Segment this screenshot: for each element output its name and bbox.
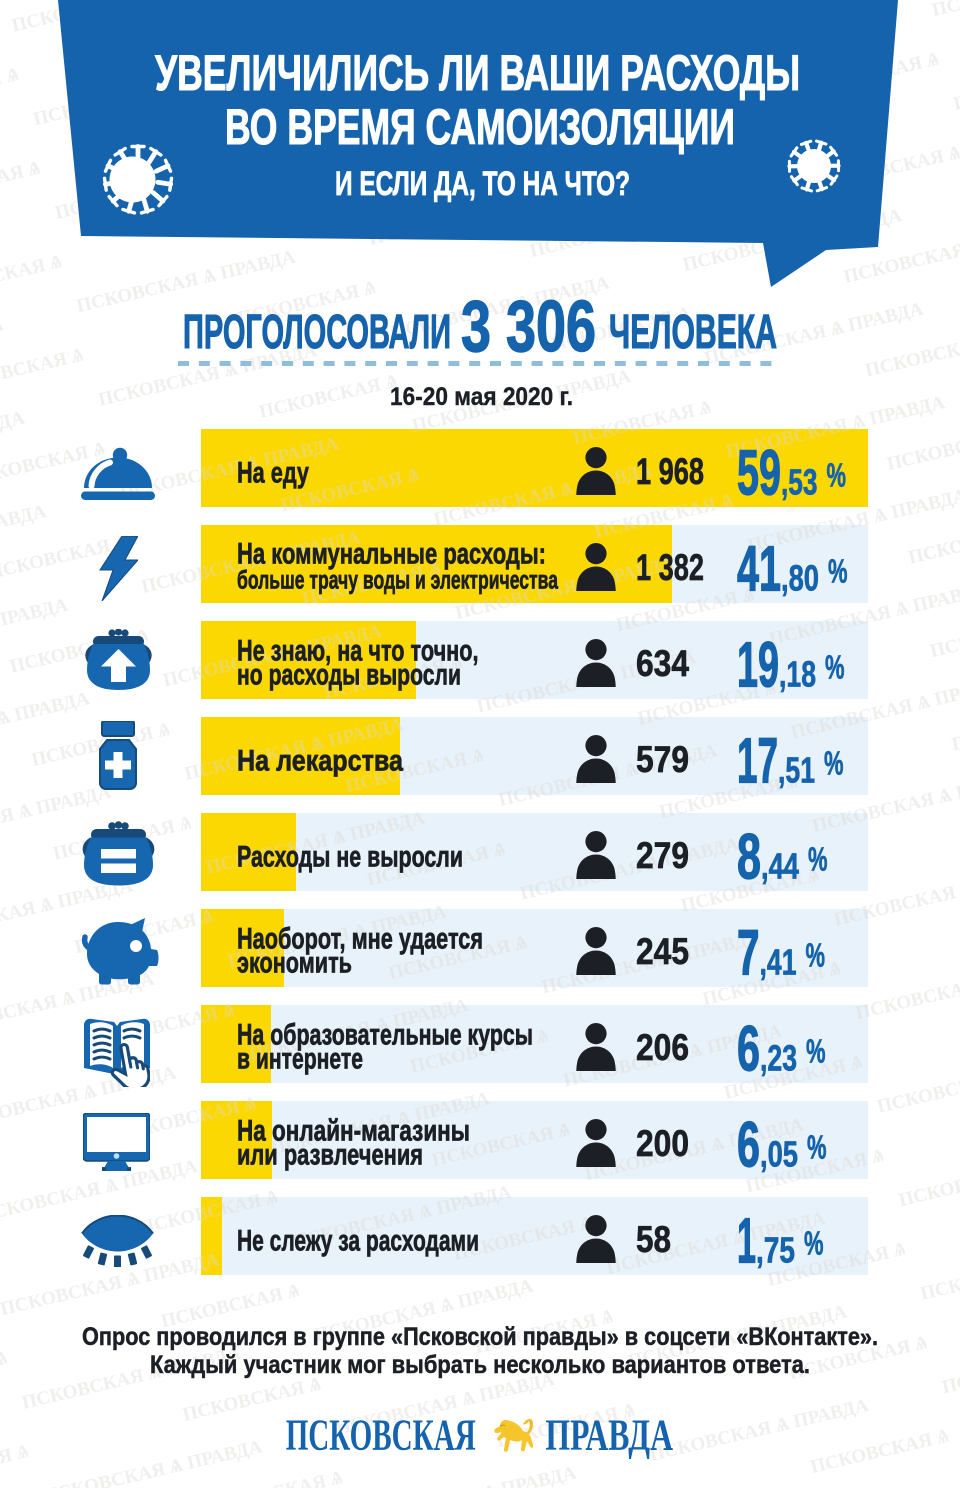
svg-text:,44: ,44: [761, 846, 799, 887]
svg-text:ПСКОВСКАЯ: ПСКОВСКАЯ: [286, 1410, 476, 1459]
svg-text:%: %: [824, 744, 844, 781]
svg-text:279: 279: [636, 835, 689, 876]
svg-text:больше трачу воды и электричес: больше трачу воды и электричества: [237, 565, 558, 595]
svg-text:Опрос проводился в группе «Пск: Опрос проводился в группе «Псковской пра…: [82, 1323, 878, 1351]
svg-text:Расходы не выросли: Расходы не выросли: [237, 841, 463, 874]
svg-text:59: 59: [737, 437, 781, 509]
svg-text:но расходы выросли: но расходы выросли: [237, 658, 461, 691]
svg-text:19: 19: [737, 629, 779, 701]
svg-text:,75: ,75: [756, 1230, 795, 1271]
svg-text:%: %: [804, 1224, 824, 1261]
svg-text:,05: ,05: [760, 1134, 798, 1175]
svg-text:экономить: экономить: [237, 946, 352, 979]
svg-text:8: 8: [737, 821, 761, 893]
svg-text:6: 6: [737, 1013, 760, 1085]
svg-text:245: 245: [636, 931, 689, 972]
svg-text:,41: ,41: [760, 942, 797, 983]
svg-text:6: 6: [737, 1109, 760, 1181]
svg-text:%: %: [808, 840, 828, 877]
svg-text:%: %: [807, 1128, 827, 1165]
svg-text:%: %: [806, 1032, 826, 1069]
svg-text:7: 7: [737, 917, 760, 989]
svg-text:634: 634: [636, 643, 689, 684]
svg-text:Каждый участник мог выбрать не: Каждый участник мог выбрать несколько ва…: [150, 1351, 810, 1379]
svg-text:17: 17: [737, 725, 778, 797]
svg-text:,23: ,23: [760, 1038, 797, 1079]
svg-text:ПРАВДА: ПРАВДА: [545, 1410, 673, 1459]
svg-text:200: 200: [636, 1123, 689, 1164]
svg-text:На еду: На еду: [237, 457, 309, 490]
svg-text:1: 1: [737, 1205, 756, 1277]
svg-text:,51: ,51: [778, 750, 815, 791]
svg-text:206: 206: [636, 1027, 689, 1068]
svg-text:в интернете: в интернете: [237, 1042, 363, 1075]
svg-text:%: %: [806, 936, 826, 973]
svg-text:Не слежу за расходами: Не слежу за расходами: [237, 1225, 479, 1258]
svg-text:58: 58: [636, 1219, 671, 1260]
svg-text:579: 579: [636, 739, 689, 780]
svg-text:,53: ,53: [781, 462, 818, 503]
svg-text:1 968: 1 968: [636, 451, 704, 492]
svg-text:%: %: [828, 552, 848, 589]
svg-text:41: 41: [737, 533, 781, 605]
svg-text:,18: ,18: [779, 654, 816, 695]
svg-text:%: %: [825, 648, 845, 685]
svg-text:На лекарства: На лекарства: [237, 745, 403, 778]
svg-text:или развлечения: или развлечения: [237, 1138, 423, 1171]
svg-text:%: %: [827, 456, 847, 493]
svg-text:,80: ,80: [781, 558, 819, 599]
svg-text:1 382: 1 382: [636, 547, 704, 588]
